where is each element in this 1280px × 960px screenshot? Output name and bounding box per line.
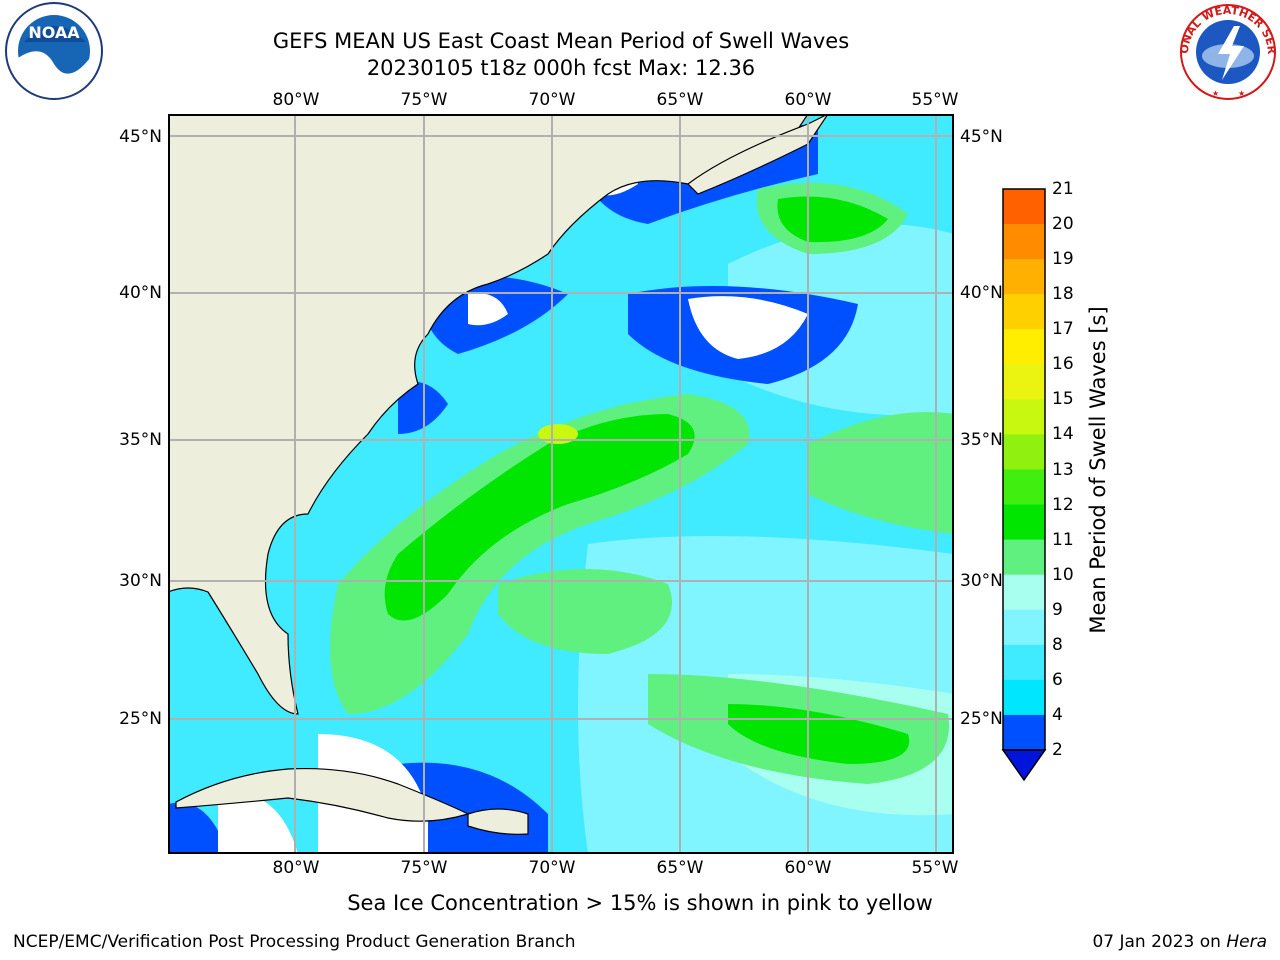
- nodata-offshore: [688, 296, 808, 359]
- colorbar-tick-label: 10: [1052, 564, 1074, 585]
- colorbar-tick-label: 21: [1052, 179, 1074, 199]
- nodata-mid-atlantic: [468, 293, 508, 326]
- lon-label-top: 60°W: [784, 90, 832, 110]
- lon-label-top: 55°W: [911, 90, 959, 110]
- colorbar-band: [1003, 259, 1045, 295]
- colorbar-band: [1003, 714, 1045, 751]
- colorbar-band: [1003, 364, 1045, 400]
- colorbar-label: Mean Period of Swell Waves [s]: [1086, 306, 1110, 634]
- lon-label-top: 65°W: [656, 90, 704, 110]
- colorbar-band: [1003, 504, 1045, 541]
- title-line-2: 20230105 t18z 000h fcst Max: 12.36: [366, 56, 756, 80]
- colorbar: [1001, 188, 1047, 782]
- swell-field-11-12s-core: [384, 414, 695, 621]
- svg-text:★: ★: [1238, 89, 1245, 98]
- sea-ice-note: Sea Ice Concentration > 15% is shown in …: [347, 891, 933, 915]
- colorbar-tick-label: 2: [1052, 740, 1063, 760]
- footer-host: Hera: [1226, 932, 1267, 952]
- colorbar-tick-label: 6: [1052, 669, 1063, 690]
- land-nova-scotia: [687, 114, 829, 195]
- colorbar-band: [1003, 294, 1045, 330]
- map-gridlines: [168, 114, 954, 854]
- lat-label-left: 40°N: [119, 283, 162, 303]
- colorbar-band: [1003, 469, 1045, 506]
- lon-label-top: 70°W: [528, 90, 576, 110]
- colorbar-band: [1003, 189, 1045, 225]
- noaa-logo-text: NOAA: [28, 23, 80, 42]
- colorbar-tick-label: 16: [1052, 354, 1074, 375]
- colorbar-tick-label: 15: [1052, 389, 1074, 410]
- colorbar-tick-label: 9: [1052, 599, 1063, 620]
- lat-label-right: 45°N: [960, 127, 1003, 147]
- lat-label-left: 30°N: [119, 571, 162, 591]
- lon-label-top: 75°W: [400, 90, 448, 110]
- colorbar-band: [1003, 434, 1045, 470]
- colorbar-tick-label: 4: [1052, 704, 1063, 725]
- colorbar-tick-label: 19: [1052, 249, 1074, 270]
- lat-label-right: 40°N: [960, 283, 1003, 303]
- swell-field-2-4s-gulf: [168, 802, 228, 854]
- colorbar-tick-label: 11: [1052, 529, 1074, 550]
- swell-period-map: [168, 114, 954, 854]
- colorbar-band: [1003, 224, 1045, 260]
- lon-label-bottom: 55°W: [911, 858, 959, 878]
- national-weather-service-logo: NATIONAL WEATHER SERVICE ★ ★: [1178, 2, 1278, 100]
- footer-date: 07 Jan 2023 on Hera: [1092, 932, 1267, 952]
- svg-text:★: ★: [1212, 89, 1219, 98]
- swell-field-11-12s-ne: [777, 196, 888, 243]
- swell-field-10-11s-central: [498, 569, 672, 654]
- colorbar-tick-label: 18: [1052, 284, 1074, 305]
- colorbar-band: [1003, 539, 1045, 576]
- colorbar-band: [1003, 329, 1045, 365]
- colorbar-band: [1003, 399, 1045, 435]
- land-hispaniola: [467, 808, 529, 835]
- lon-label-bottom: 60°W: [784, 858, 832, 878]
- colorbar-tick-label: 17: [1052, 319, 1074, 340]
- colorbar-tick-label: 8: [1052, 634, 1063, 655]
- lat-label-left: 45°N: [119, 127, 162, 147]
- footer-date-text: 07 Jan 2023 on: [1092, 932, 1221, 952]
- land-north-america: [168, 114, 809, 715]
- colorbar-tick-label: 20: [1052, 214, 1074, 235]
- lon-label-bottom: 80°W: [272, 858, 320, 878]
- lat-label-left: 35°N: [119, 430, 162, 450]
- lat-label-right: 35°N: [960, 430, 1003, 450]
- swell-field-10-11s-mid: [808, 412, 954, 534]
- lon-label-bottom: 65°W: [656, 858, 704, 878]
- footer-credit: NCEP/EMC/Verification Post Processing Pr…: [13, 932, 576, 952]
- colorbar-band: [1003, 574, 1045, 611]
- lon-label-top: 80°W: [272, 90, 320, 110]
- colorbar-band: [1003, 679, 1045, 716]
- lon-label-bottom: 75°W: [400, 858, 448, 878]
- nodata-cuba-south: [218, 792, 298, 854]
- lat-label-left: 25°N: [119, 709, 162, 729]
- lon-label-bottom: 70°W: [528, 858, 576, 878]
- colorbar-tick-label: 12: [1052, 494, 1074, 515]
- colorbar-band: [1003, 644, 1045, 681]
- lat-label-right: 30°N: [960, 571, 1003, 591]
- noaa-logo: NOAA: [5, 2, 103, 100]
- colorbar-tick-label: 14: [1052, 424, 1074, 445]
- lat-label-right: 25°N: [960, 709, 1003, 729]
- colorbar-extend-arrow: [1001, 749, 1047, 782]
- colorbar-band: [1003, 609, 1045, 646]
- colorbar-tick-label: 13: [1052, 459, 1074, 480]
- title-line-1: GEFS MEAN US East Coast Mean Period of S…: [272, 29, 850, 53]
